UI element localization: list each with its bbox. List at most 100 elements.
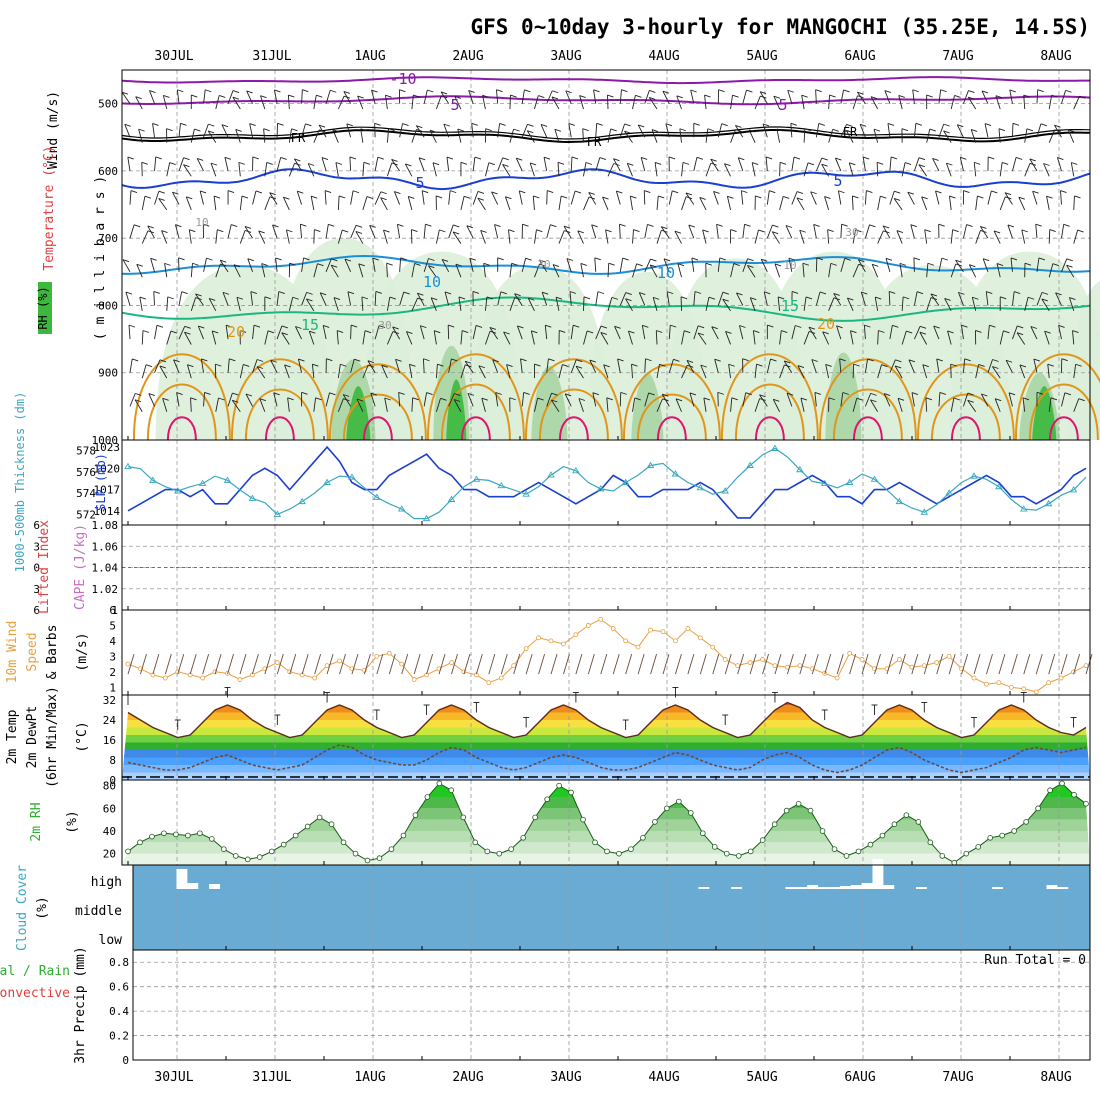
wind-barb-flag	[858, 259, 865, 263]
wind-barb-flag	[281, 332, 288, 336]
cape-tick-label: 1	[111, 604, 118, 617]
wind-barb-flag	[317, 263, 324, 267]
wind-barb-staff	[675, 398, 682, 412]
wind-barb-staff	[760, 259, 768, 273]
axis-label-cloud-cover: Cloud Cover	[15, 865, 30, 951]
wind-barb-flag	[528, 297, 535, 301]
wind-barb-flag	[125, 291, 133, 295]
wind10-barb	[177, 653, 185, 675]
rh-point	[963, 850, 970, 857]
temp-contour-25	[460, 416, 491, 441]
wind-barb-flag	[333, 297, 341, 300]
chart-title: GFS 0~10day 3-hourly for MANGOCHI (35.25…	[470, 15, 1090, 39]
wind-barb-staff	[252, 325, 255, 340]
wind-barb-staff	[546, 224, 551, 239]
wind-barb-flag	[1026, 128, 1034, 132]
wind-barb-staff	[582, 128, 584, 143]
wind-barb-staff	[1073, 195, 1075, 210]
wind-barb-staff	[397, 224, 401, 239]
wind-barb-flag	[186, 196, 193, 200]
wind-barb-flag	[651, 129, 659, 133]
wind-barb-flag	[527, 123, 534, 127]
wind-barb-staff	[225, 325, 229, 340]
wind-barb-flag	[955, 259, 962, 263]
wind-barb-flag	[828, 397, 836, 401]
wind-barb-staff	[624, 130, 633, 143]
wind-barb-flag	[995, 398, 1002, 402]
temp-contour-25	[950, 416, 981, 441]
wind-barb-flag	[363, 161, 370, 165]
wind-barb-staff	[1048, 263, 1054, 278]
wind-barb-flag	[772, 224, 779, 228]
wind-barb-flag	[592, 392, 599, 396]
wind-barb-staff	[557, 162, 560, 177]
wind-barb-flag	[232, 399, 239, 403]
wind-barb-staff	[190, 397, 192, 412]
wind-barb-staff	[386, 296, 391, 311]
temp-contour-20	[328, 363, 427, 441]
wind-barb-staff	[1033, 358, 1038, 373]
wind-barb-flag	[543, 156, 551, 160]
wind-barb-flag	[398, 391, 405, 395]
thickness-point	[1069, 486, 1078, 493]
thickness-point	[522, 490, 530, 497]
wind-barb-staff	[166, 296, 169, 311]
wind-barb-flag	[383, 229, 390, 233]
wind-barb-staff	[681, 162, 684, 177]
wind10-barb	[563, 653, 570, 675]
wind-barb-flag	[153, 291, 160, 294]
wind10-barb	[276, 653, 284, 675]
wind-barb-flag	[654, 162, 662, 165]
wind-barb-staff	[625, 298, 633, 312]
wind-barb-flag	[215, 363, 222, 367]
axis-label-slp: SLP (mb)	[94, 453, 108, 511]
wind-barb-staff	[506, 364, 511, 379]
wind-barb-flag	[1069, 297, 1076, 300]
wind-barb-flag	[220, 259, 227, 263]
wind-barb-staff	[619, 292, 627, 306]
wind-barb-flag	[412, 397, 419, 401]
rh-point	[244, 856, 251, 863]
wind-barb-flag	[933, 325, 940, 329]
wind-barb-staff	[346, 123, 352, 138]
rh-legend-swatch	[38, 282, 52, 334]
wind-barb-flag	[500, 291, 507, 295]
wind-barb-flag	[466, 225, 473, 229]
wind-barb-staff	[335, 162, 339, 177]
wind-barb-staff	[1061, 258, 1068, 272]
wind-barb-flag	[384, 397, 391, 401]
contour-label: FR	[587, 135, 602, 149]
wind-barb-flag	[906, 330, 913, 334]
wind-barb-staff	[613, 158, 621, 172]
wind-barb-staff	[246, 90, 253, 104]
wind-barb-flag	[534, 363, 541, 367]
wind-barb-staff	[987, 190, 992, 205]
thickness-point	[173, 487, 182, 494]
wind-barb-flag	[967, 399, 974, 403]
wind-barb-flag	[644, 190, 651, 193]
wind-barb-flag	[274, 89, 281, 93]
wind-barb-staff	[763, 291, 768, 306]
wind-barb-staff	[472, 325, 477, 340]
wind-barb-flag	[133, 224, 141, 228]
wind-barb-flag	[563, 225, 571, 229]
wind-barb-flag	[1040, 123, 1047, 127]
wind10-barb	[152, 653, 160, 675]
temp-band	[122, 742, 1090, 750]
wind-barb-flag	[191, 94, 198, 98]
wind-barb-staff	[174, 224, 180, 239]
wind-barb-staff	[301, 257, 304, 272]
wind-barb-flag	[690, 89, 697, 93]
wind-barb-staff	[632, 397, 636, 412]
wind-barb-staff	[295, 326, 302, 340]
wind-barb-flag	[511, 262, 518, 266]
wind-barb-flag	[988, 156, 995, 160]
wind-barb-flag	[696, 156, 704, 160]
wind-barb-flag	[1065, 89, 1072, 93]
rh-point	[795, 800, 802, 807]
wind-barb-staff	[889, 156, 892, 171]
wind-barb-staff	[469, 258, 474, 272]
wind-barb-flag	[622, 257, 629, 261]
wind-barb-flag	[621, 89, 628, 93]
wind-barb-flag	[943, 130, 950, 134]
